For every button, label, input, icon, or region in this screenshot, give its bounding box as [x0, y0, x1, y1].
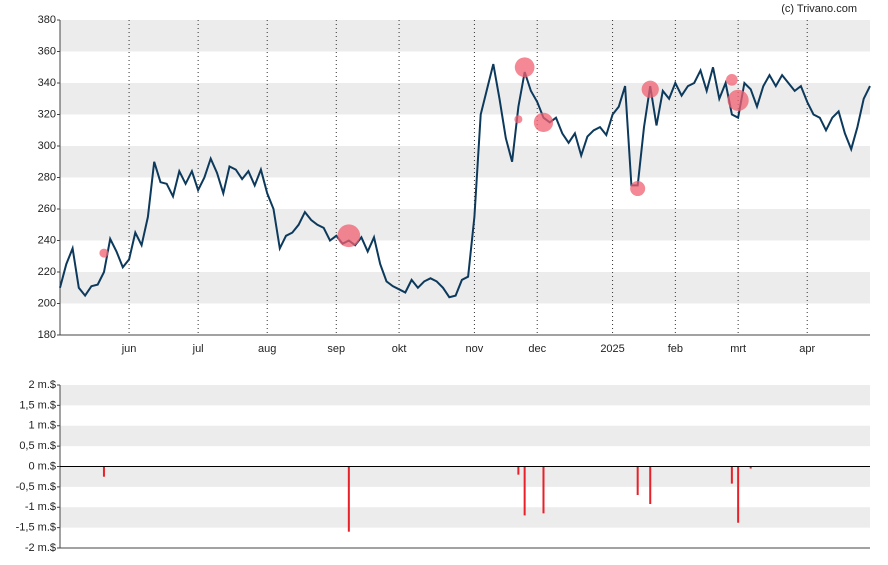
bar	[102, 466, 105, 477]
price-line	[59, 63, 871, 299]
bar	[636, 466, 639, 496]
y-tick-label: 260	[38, 203, 56, 215]
bubble	[641, 80, 659, 98]
bubble	[533, 112, 554, 133]
bubble	[514, 57, 535, 78]
y-tick-label: 300	[38, 140, 56, 152]
y-tick-label: 2 m.$	[28, 379, 56, 391]
bubble	[514, 115, 523, 124]
y-tick-label: 0 m.$	[28, 460, 56, 472]
x-tick-label: aug	[258, 343, 276, 355]
bar	[737, 466, 740, 523]
grid-band	[60, 146, 870, 178]
bubble	[727, 89, 749, 111]
y-tick-label: 340	[38, 77, 56, 89]
grid-band	[60, 385, 870, 406]
y-tick-label: 1 m.$	[28, 420, 56, 432]
bubble	[630, 180, 646, 197]
bar	[730, 466, 733, 484]
grid-band	[60, 466, 870, 487]
grid-band	[60, 272, 870, 304]
grid-band	[60, 20, 870, 52]
x-tick-label: sep	[327, 343, 345, 355]
y-tick-label: 180	[38, 329, 56, 341]
x-tick-label: mrt	[730, 343, 746, 355]
bar	[749, 466, 752, 469]
y-tick-label: 380	[38, 14, 56, 26]
bar	[523, 466, 526, 516]
x-tick-label: feb	[668, 343, 683, 355]
bar	[517, 466, 520, 475]
grid-band	[60, 507, 870, 528]
x-tick-label: apr	[799, 343, 815, 355]
x-tick-label: 2025	[600, 343, 624, 355]
y-tick-label: -2 m.$	[25, 542, 56, 554]
y-tick-label: 360	[38, 45, 56, 57]
y-tick-label: 0,5 m.$	[19, 440, 56, 452]
watermark: (c) Trivano.com	[781, 3, 857, 15]
x-tick-label: jun	[121, 343, 137, 355]
y-tick-label: 1,5 m.$	[19, 399, 56, 411]
bar	[347, 466, 350, 532]
y-tick-label: 220	[38, 266, 56, 278]
y-tick-label: 280	[38, 171, 56, 183]
bubble	[99, 248, 109, 258]
y-tick-label: -0,5 m.$	[16, 481, 56, 493]
bar	[649, 466, 652, 504]
x-tick-label: jul	[192, 343, 204, 355]
y-tick-label: -1 m.$	[25, 501, 56, 513]
bubble	[726, 74, 738, 86]
x-tick-label: nov	[466, 343, 484, 355]
y-tick-label: 240	[38, 234, 56, 246]
grid-band	[60, 209, 870, 241]
grid-band	[60, 425, 870, 447]
x-tick-label: dec	[528, 343, 546, 355]
bubble	[337, 224, 361, 248]
x-tick-label: okt	[392, 343, 407, 355]
y-tick-label: -1,5 m.$	[16, 522, 56, 534]
y-tick-label: 200	[38, 297, 56, 309]
bar	[542, 466, 545, 514]
y-tick-label: 320	[38, 108, 56, 120]
